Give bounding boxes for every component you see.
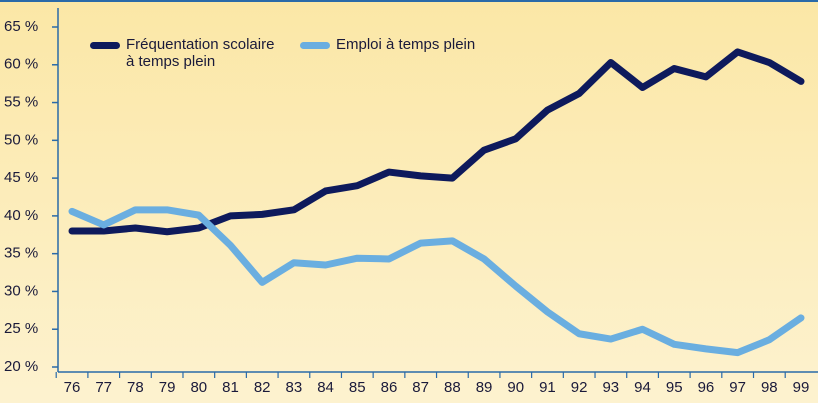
x-tick-label: 91 — [539, 379, 556, 396]
x-tick-label: 86 — [381, 379, 398, 396]
legend: Fréquentation scolaire à temps plein Empl… — [90, 36, 475, 70]
x-tick-label: 85 — [349, 379, 366, 396]
x-tick-label: 82 — [254, 379, 271, 396]
legend-swatch — [300, 42, 330, 49]
y-tick-label: 55 % — [4, 94, 38, 111]
series-line — [68, 48, 805, 236]
legend-swatch — [90, 42, 120, 49]
x-tick-label: 78 — [127, 379, 144, 396]
x-tick-label: 93 — [602, 379, 619, 396]
x-tick-label: 92 — [571, 379, 588, 396]
x-tick-label: 98 — [761, 379, 778, 396]
x-tick-label: 81 — [222, 379, 239, 396]
x-tick-label: 90 — [507, 379, 524, 396]
y-tick-label: 40 % — [4, 207, 38, 224]
x-tick-label: 83 — [286, 379, 303, 396]
x-tick-label: 76 — [64, 379, 81, 396]
x-tick-label: 84 — [317, 379, 334, 396]
x-tick-label: 88 — [444, 379, 461, 396]
series-line — [68, 206, 805, 357]
legend-item: Emploi à temps plein — [300, 36, 475, 70]
x-tick-label: 77 — [95, 379, 112, 396]
x-tick-label: 99 — [793, 379, 810, 396]
y-tick-label: 45 % — [4, 169, 38, 186]
x-tick-label: 95 — [666, 379, 683, 396]
x-tick-label: 96 — [698, 379, 715, 396]
legend-label: Fréquentation scolaire à temps plein — [126, 36, 275, 70]
y-tick-label: 30 % — [4, 282, 38, 299]
x-tick-label: 80 — [190, 379, 207, 396]
x-tick-label: 89 — [476, 379, 493, 396]
legend-label: Emploi à temps plein — [336, 36, 476, 53]
y-tick-label: 60 % — [4, 56, 38, 73]
x-tick-label: 94 — [634, 379, 651, 396]
x-tick-label: 79 — [159, 379, 176, 396]
y-tick-label: 65 % — [4, 18, 38, 35]
y-tick-label: 35 % — [4, 245, 38, 262]
y-tick-label: 20 % — [4, 358, 38, 375]
legend-item: Fréquentation scolaire à temps plein — [90, 36, 286, 70]
x-tick-label: 87 — [412, 379, 429, 396]
y-tick-label: 50 % — [4, 131, 38, 148]
y-tick-label: 25 % — [4, 320, 38, 337]
x-tick-label: 97 — [729, 379, 746, 396]
